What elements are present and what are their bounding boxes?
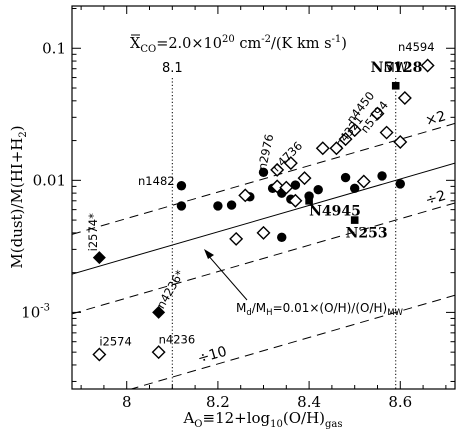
point-label-n4736: n4736 bbox=[269, 139, 305, 175]
open-diamond-point-13 bbox=[329, 141, 344, 156]
xco-annotation: XCO=2.0×1020 cm-2/(K km s-1) bbox=[130, 34, 347, 55]
filled-circle-point-6 bbox=[258, 167, 269, 178]
open-diamond-point-21 bbox=[420, 58, 435, 73]
filled-circle-point-16 bbox=[395, 179, 405, 189]
x-axis-label: AO≡12+log10(O/H)gas bbox=[182, 409, 342, 429]
filled-circle-point-17 bbox=[277, 232, 287, 243]
x-tick-label-4: 8.6 bbox=[388, 393, 412, 411]
open-diamond-point-8 bbox=[288, 193, 303, 208]
filled-circle-point-14 bbox=[349, 183, 360, 194]
y-tick-label-3: 10-3 bbox=[21, 302, 50, 321]
open-diamond-point-11 bbox=[297, 171, 312, 186]
open-diamond-point-16 bbox=[356, 174, 371, 189]
relation-annotation: Md/MH=0.01×(O/H)/(O/H)MW bbox=[236, 301, 404, 318]
filled-circle-point-1 bbox=[176, 181, 187, 191]
point-label-i2574: i2574 bbox=[99, 335, 131, 349]
open-diamond-point-2 bbox=[151, 345, 166, 360]
open-diamond-point-15 bbox=[347, 123, 362, 138]
filled-circle-point-2 bbox=[176, 201, 187, 211]
open-diamond-point-14 bbox=[338, 132, 353, 147]
relation-arrow bbox=[206, 253, 248, 301]
open-diamond-point-1 bbox=[92, 347, 107, 362]
relation-arrowhead bbox=[204, 249, 214, 259]
open-diamond-point-5 bbox=[256, 225, 271, 240]
open-diamond-point-9 bbox=[270, 162, 285, 177]
y-axis-label: M(dust)/M(HI+H2) bbox=[8, 125, 29, 268]
point-label-n5128: N5128 bbox=[371, 60, 423, 76]
open-diamond-point-17 bbox=[370, 106, 385, 121]
filled-diamond-point-2 bbox=[152, 305, 166, 319]
open-diamond-point-12 bbox=[315, 141, 330, 156]
vertical-line-label-1: 8.1 bbox=[162, 61, 183, 76]
filled-square-point-2 bbox=[305, 196, 313, 205]
relation-line-2 bbox=[72, 122, 455, 235]
open-diamond-point-6 bbox=[270, 179, 285, 194]
filled-circle-point-15 bbox=[377, 171, 387, 181]
point-label-i2574: i2574* bbox=[86, 213, 100, 251]
open-diamond-point-20 bbox=[393, 135, 408, 150]
relation-line-label-3: ÷2 bbox=[424, 188, 448, 209]
x-tick-label-3: 8.4 bbox=[297, 393, 321, 411]
y-tick-label-1: 0.1 bbox=[42, 39, 66, 57]
relation-line-label-2: ×2 bbox=[424, 108, 448, 129]
filled-circle-point-13 bbox=[340, 172, 351, 183]
point-label-n4236: n4236 bbox=[159, 333, 196, 347]
point-label-n253: N253 bbox=[346, 225, 388, 241]
filled-circle-point-4 bbox=[226, 200, 237, 210]
point-label-n4945: N4945 bbox=[309, 204, 361, 220]
relation-line-4 bbox=[129, 294, 455, 389]
filled-circle-point-12 bbox=[313, 184, 323, 195]
filled-square-point-1 bbox=[391, 81, 400, 90]
point-label-n1482: n1482 bbox=[138, 174, 175, 188]
open-diamond-point-10 bbox=[283, 156, 298, 171]
open-diamond-point-19 bbox=[397, 91, 412, 106]
x-tick-label-2: 8.2 bbox=[206, 393, 230, 411]
filled-circle-point-3 bbox=[213, 201, 223, 211]
vertical-line-label-2: MW bbox=[384, 61, 408, 76]
y-tick-label-2: 0.01 bbox=[33, 171, 66, 189]
point-label-n4594: n4594 bbox=[398, 40, 435, 54]
relation-line-label-4: ÷10 bbox=[196, 344, 229, 368]
x-tick-label-1: 8 bbox=[122, 393, 132, 411]
open-diamond-point-7 bbox=[279, 180, 294, 195]
open-diamond-point-4 bbox=[238, 188, 253, 203]
filled-diamond-point-1 bbox=[92, 251, 106, 265]
open-diamond-point-18 bbox=[379, 125, 394, 140]
relation-line-1 bbox=[72, 162, 455, 275]
relation-line-3 bbox=[72, 202, 455, 315]
filled-square-point-3 bbox=[350, 216, 359, 224]
open-diamond-point-3 bbox=[229, 231, 244, 246]
